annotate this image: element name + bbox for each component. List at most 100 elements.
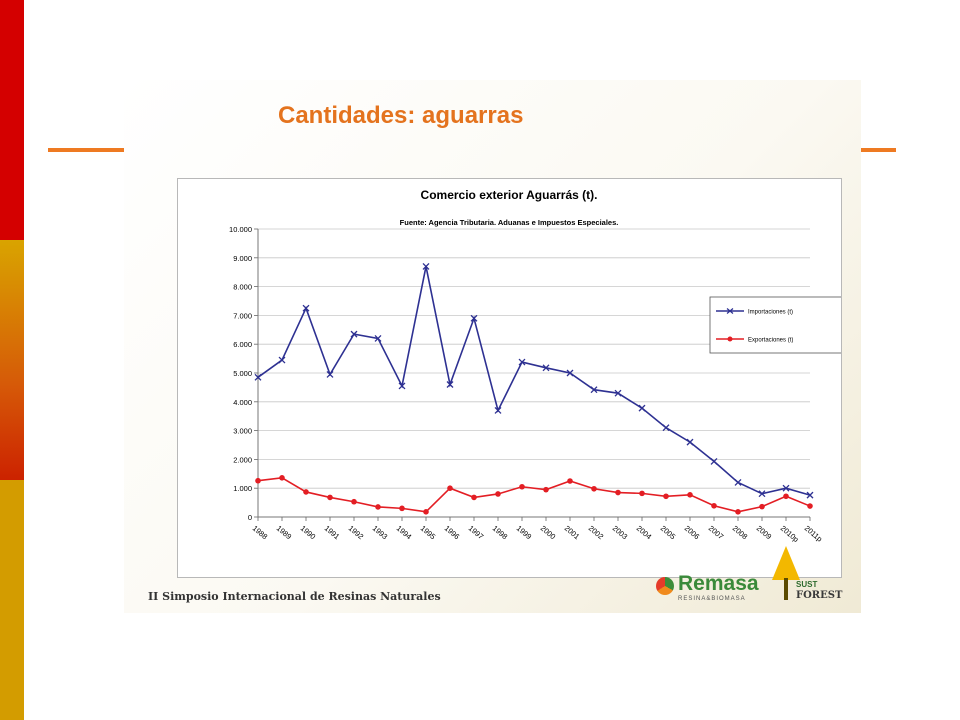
remasa-logo-icon [656, 577, 674, 595]
data-point-importaciones [278, 356, 286, 364]
data-point-importaciones [326, 370, 334, 378]
data-point-importaciones [662, 424, 670, 432]
data-point-exportaciones [327, 494, 333, 501]
y-tick-label: 7.000 [233, 311, 252, 320]
data-point-importaciones [254, 373, 262, 381]
data-point-importaciones [302, 304, 310, 312]
sust-forest-logo: SUST FOREST [764, 546, 842, 608]
x-tick-label: 1997 [467, 524, 486, 542]
data-point-importaciones [566, 369, 574, 377]
x-tick-label: 2008 [731, 524, 750, 542]
x-tick-label: 1995 [419, 524, 438, 542]
data-point-exportaciones [687, 492, 693, 498]
x-tick-label: 2006 [683, 524, 702, 542]
series-line-2 [257, 477, 811, 513]
orange-rule-right [861, 148, 896, 152]
tree-trunk-icon [784, 578, 788, 600]
data-point-exportaciones [375, 504, 381, 510]
legend-label: Exportaciones (t) [748, 338, 793, 344]
left-accent-bar-gradient [0, 240, 24, 480]
data-point-importaciones [494, 406, 502, 414]
orange-rule-left [48, 148, 126, 152]
legend-label: Importaciones (t) [748, 310, 793, 316]
data-point-exportaciones [303, 489, 309, 495]
data-point-exportaciones [663, 493, 669, 500]
data-point-exportaciones [423, 509, 429, 515]
chart-series [254, 262, 814, 515]
x-tick-label: 1993 [371, 524, 390, 542]
slide-title: Cantidades: aguarras [278, 102, 524, 129]
y-tick-label: 10.000 [229, 225, 252, 234]
x-tick-label: 2005 [659, 524, 678, 542]
chart-title: Comercio exterior Aguarrás (t). [421, 188, 598, 202]
x-tick-label: 2007 [707, 524, 726, 542]
x-tick-label: 2002 [587, 524, 606, 542]
chart-labels: Comercio exterior Aguarrás (t). Fuente: A… [229, 188, 824, 544]
data-point-exportaciones [255, 477, 261, 484]
data-point-importaciones [542, 364, 550, 372]
slide-image: Cantidades: aguarras Comercio exterior A… [124, 80, 861, 613]
line-chart: Comercio exterior Aguarrás (t). Fuente: A… [229, 188, 844, 544]
data-point-importaciones [518, 358, 526, 366]
data-point-importaciones [446, 381, 454, 388]
y-tick-label: 0 [248, 513, 252, 522]
data-point-exportaciones [783, 493, 789, 500]
data-point-importaciones [398, 382, 406, 390]
x-tick-label: 2010p [779, 524, 801, 544]
data-point-importaciones [806, 491, 814, 499]
y-tick-label: 6.000 [233, 340, 252, 349]
y-tick-label: 2.000 [233, 455, 252, 464]
data-point-importaciones [614, 389, 622, 397]
series-line-1 [257, 266, 811, 496]
data-point-importaciones [422, 262, 430, 270]
x-tick-label: 2011p [803, 524, 824, 544]
x-tick-label: 1999 [515, 524, 534, 542]
data-point-exportaciones [711, 502, 717, 509]
data-point-exportaciones [807, 503, 813, 509]
chart-legend: Importaciones (t) Exportaciones (t) [709, 296, 844, 354]
data-point-importaciones [710, 457, 718, 465]
data-point-exportaciones [471, 494, 477, 501]
symposium-footer: II Simposio Internacional de Resinas Nat… [148, 590, 441, 603]
y-tick-label: 9.000 [233, 254, 252, 263]
x-tick-label: 1996 [443, 524, 462, 542]
pine-tree-icon [772, 546, 800, 580]
data-point-exportaciones [351, 498, 357, 505]
x-tick-label: 1992 [347, 524, 366, 542]
sust-forest-line2: FOREST [796, 590, 843, 601]
data-point-importaciones [782, 484, 790, 492]
data-point-exportaciones [447, 485, 453, 492]
x-tick-label: 1989 [275, 524, 294, 542]
data-point-exportaciones [567, 478, 573, 484]
data-point-exportaciones [735, 509, 741, 515]
data-point-exportaciones [759, 503, 765, 510]
left-accent-bar-red [0, 0, 24, 240]
left-accent-bar-gold [0, 480, 24, 720]
x-tick-label: 2001 [563, 524, 582, 542]
data-point-exportaciones [495, 491, 501, 497]
y-tick-label: 1.000 [233, 484, 252, 493]
data-point-importaciones [734, 478, 742, 486]
x-tick-label: 2004 [635, 524, 654, 542]
data-point-exportaciones [591, 485, 597, 492]
legend-marker-x [726, 308, 734, 314]
chart-frame: Comercio exterior Aguarrás (t). Fuente: A… [177, 178, 844, 578]
y-tick-label: 4.000 [233, 398, 252, 407]
data-point-importaciones [374, 334, 382, 342]
x-tick-label: 1991 [323, 524, 342, 542]
data-point-importaciones [638, 404, 646, 412]
data-point-importaciones [758, 490, 766, 498]
x-tick-label: 2009 [755, 524, 774, 542]
data-point-exportaciones [279, 475, 285, 481]
x-tick-label: 1994 [395, 524, 414, 542]
data-point-exportaciones [519, 483, 525, 490]
data-point-exportaciones [399, 505, 405, 512]
data-point-exportaciones [639, 490, 645, 497]
remasa-logo: Remasa RESINA&BIOMASA [656, 572, 766, 608]
legend-marker-dot [727, 336, 733, 342]
x-tick-label: 1998 [491, 524, 510, 542]
x-tick-label: 1988 [251, 524, 270, 542]
chart-axes [254, 228, 811, 521]
legend-box [709, 296, 844, 354]
data-point-exportaciones [615, 489, 621, 496]
